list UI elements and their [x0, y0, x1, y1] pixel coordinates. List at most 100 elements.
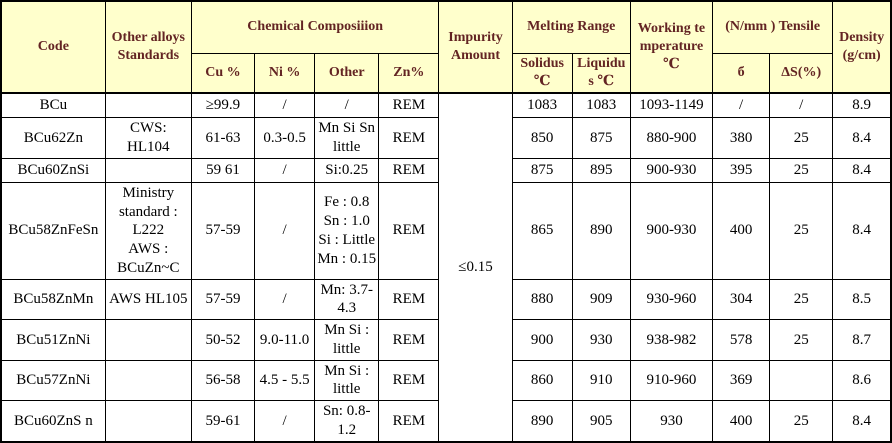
cell-working-temperature: 900-930 — [629, 181, 714, 280]
cell-working-temperature: 910-960 — [629, 359, 714, 402]
table-row: BCu51ZnNi 50-52 9.0-11.0 Mn Si : little … — [0, 319, 892, 361]
cell-liquidus: 930 — [571, 319, 631, 361]
col-header-sigma: б — [712, 52, 771, 94]
cell-sigma: 578 — [712, 319, 771, 361]
cell-cu: 50-52 — [190, 319, 256, 361]
cell-delta-s: / — [769, 92, 834, 119]
col-header-code: Code — [0, 0, 106, 94]
table-row: BCu58ZnFeSn Ministry standard : L222 AWS… — [0, 181, 892, 280]
cell-standards — [104, 319, 192, 361]
cell-impurity-amount: ≤0.15 — [438, 92, 513, 443]
col-header-liquidus: Liquidus ℃ — [571, 52, 631, 94]
cell-code: BCu60ZnSi — [0, 157, 106, 183]
cell-ni: / — [254, 92, 316, 119]
cell-other: Mn: 3.7-4.3 — [314, 278, 380, 321]
table-row: BCu57ZnNi 56-58 4.5 - 5.5 Mn Si : little… — [0, 359, 892, 402]
cell-density: 8.9 — [832, 92, 892, 119]
col-header-impurity: Impurity Amount — [438, 0, 513, 94]
cell-delta-s: 25 — [769, 117, 834, 159]
col-header-standards: Other alloys Standards — [104, 0, 192, 94]
cell-cu: ≥99.9 — [190, 92, 256, 119]
col-header-tensile: (N/mm ) Tensile — [712, 0, 834, 54]
cell-working-temperature: 930-960 — [629, 278, 714, 321]
cell-zn: REM — [378, 181, 440, 280]
cell-ni: 9.0-11.0 — [254, 319, 316, 361]
cell-zn: REM — [378, 117, 440, 159]
cell-zn: REM — [378, 319, 440, 361]
cell-liquidus: 905 — [571, 400, 631, 443]
cell-code: BCu62Zn — [0, 117, 106, 159]
cell-delta-s: 25 — [769, 278, 834, 321]
col-header-delta-s: ΔS(%) — [769, 52, 834, 94]
cell-solidus: 880 — [511, 278, 573, 321]
cell-code: BCu57ZnNi — [0, 359, 106, 402]
cell-delta-s — [769, 359, 834, 402]
col-header-ni-percent: Ni % — [254, 52, 316, 94]
cell-solidus: 865 — [511, 181, 573, 280]
cell-zn: REM — [378, 157, 440, 183]
cell-liquidus: 1083 — [571, 92, 631, 119]
cell-solidus: 850 — [511, 117, 573, 159]
cell-solidus: 1083 — [511, 92, 573, 119]
cell-standards: CWS: HL104 — [104, 117, 192, 159]
cell-standards: AWS HL105 — [104, 278, 192, 321]
cell-liquidus: 910 — [571, 359, 631, 402]
cell-solidus: 900 — [511, 319, 573, 361]
cell-density: 8.5 — [832, 278, 892, 321]
cell-density: 8.4 — [832, 181, 892, 280]
cell-cu: 59-61 — [190, 400, 256, 443]
cell-ni: / — [254, 157, 316, 183]
cell-code: BCu60ZnS n — [0, 400, 106, 443]
col-header-density: Density (g/cm) — [832, 0, 892, 94]
cell-zn: REM — [378, 359, 440, 402]
col-header-cu-percent: Cu % — [190, 52, 256, 94]
cell-code: BCu58ZnMn — [0, 278, 106, 321]
cell-sigma: 400 — [712, 181, 771, 280]
cell-ni: / — [254, 400, 316, 443]
cell-other: Mn Si Sn little — [314, 117, 380, 159]
cell-standards — [104, 359, 192, 402]
cell-liquidus: 895 — [571, 157, 631, 183]
cell-cu: 57-59 — [190, 278, 256, 321]
cell-density: 8.4 — [832, 117, 892, 159]
cell-zn: REM — [378, 278, 440, 321]
cell-other: Fe : 0.8 Sn : 1.0 Si : Little Mn : 0.15 — [314, 181, 380, 280]
cell-solidus: 890 — [511, 400, 573, 443]
cell-zn: REM — [378, 92, 440, 119]
cell-sigma: 304 — [712, 278, 771, 321]
cell-working-temperature: 900-930 — [629, 157, 714, 183]
cell-solidus: 875 — [511, 157, 573, 183]
cell-cu: 61-63 — [190, 117, 256, 159]
cell-density: 8.7 — [832, 319, 892, 361]
cell-sigma: 395 — [712, 157, 771, 183]
cell-other: Sn: 0.8-1.2 — [314, 400, 380, 443]
cell-ni: 4.5 - 5.5 — [254, 359, 316, 402]
cell-working-temperature: 930 — [629, 400, 714, 443]
cell-ni: / — [254, 278, 316, 321]
cell-zn: REM — [378, 400, 440, 443]
cell-sigma: 369 — [712, 359, 771, 402]
cell-delta-s: 25 — [769, 400, 834, 443]
cell-code: BCu58ZnFeSn — [0, 181, 106, 280]
col-header-solidus: Solidus ℃ — [511, 52, 573, 94]
cell-working-temperature: 938-982 — [629, 319, 714, 361]
cell-density: 8.4 — [832, 157, 892, 183]
table-row: BCu60ZnSi 59 61 / Si:0.25 REM 875 895 90… — [0, 157, 892, 183]
table-row: BCu62Zn CWS: HL104 61-63 0.3-0.5 Mn Si S… — [0, 117, 892, 159]
col-header-chemical-composition: Chemical Composiiion — [190, 0, 440, 54]
cell-sigma: / — [712, 92, 771, 119]
cell-cu: 57-59 — [190, 181, 256, 280]
col-header-zn-percent: Zn% — [378, 52, 440, 94]
cell-ni: / — [254, 181, 316, 280]
cell-density: 8.4 — [832, 400, 892, 443]
cell-liquidus: 890 — [571, 181, 631, 280]
cell-other: Si:0.25 — [314, 157, 380, 183]
col-header-other: Other — [314, 52, 380, 94]
col-header-melting-range: Melting Range — [511, 0, 631, 54]
cell-working-temperature: 1093-1149 — [629, 92, 714, 119]
table-row: BCu ≥99.9 / / REM ≤0.15 1083 1083 1093-1… — [0, 92, 892, 443]
col-header-working-temperature: Working temperature ℃ — [629, 0, 714, 94]
cell-delta-s: 25 — [769, 157, 834, 183]
cell-code: BCu51ZnNi — [0, 319, 106, 361]
